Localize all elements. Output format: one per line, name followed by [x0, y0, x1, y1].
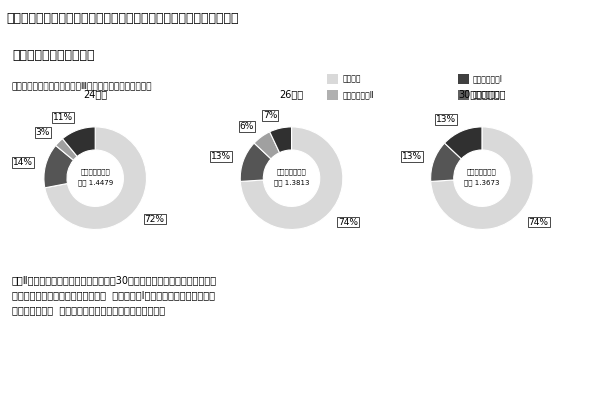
Text: 13%: 13%: [402, 152, 422, 161]
Text: 暫定調整係数: 暫定調整係数: [473, 91, 501, 100]
Text: 6%: 6%: [239, 122, 254, 131]
Text: 11%: 11%: [54, 113, 73, 122]
Text: 医療機関別係数: 医療機関別係数: [80, 169, 110, 175]
Text: 機能評価係数Ⅱ: 機能評価係数Ⅱ: [342, 91, 374, 100]
Text: 【医療機関別係数の内訳】（Ⅲ群の某病院の実績による）: 【医療機関別係数の内訳】（Ⅲ群の某病院の実績による）: [12, 81, 152, 90]
Wedge shape: [254, 132, 280, 159]
Text: 13%: 13%: [436, 115, 456, 124]
Text: 30年度（推計）: 30年度（推計）: [458, 89, 506, 99]
Wedge shape: [240, 127, 343, 230]
Wedge shape: [431, 143, 461, 181]
Wedge shape: [240, 143, 271, 181]
Text: 13%: 13%: [211, 152, 231, 161]
Wedge shape: [444, 127, 482, 159]
Wedge shape: [56, 139, 77, 160]
Text: 74%: 74%: [339, 217, 358, 226]
Text: 医療機関別係数: 医療機関別係数: [467, 169, 497, 175]
Text: 合計 1.3673: 合計 1.3673: [464, 179, 500, 185]
Text: 3%: 3%: [36, 128, 50, 137]
Text: 図６－２　ある病院の収入にもたらす基礎係数と機能評価係数の影響: 図６－２ ある病院の収入にもたらす基礎係数と機能評価係数の影響: [6, 12, 239, 25]
Wedge shape: [45, 127, 146, 230]
Wedge shape: [431, 127, 533, 230]
Wedge shape: [62, 127, 95, 156]
Text: 74%: 74%: [529, 217, 549, 226]
Text: 基礎係数: 基礎係数: [342, 75, 361, 83]
Text: 7%: 7%: [263, 111, 277, 120]
Wedge shape: [44, 145, 73, 188]
Text: 合計 1.3813: 合計 1.3813: [274, 179, 309, 185]
Text: 医療機関別係数: 医療機関別係数: [277, 169, 306, 175]
Text: 係数Ⅱ（パフォーマンスの評価）は平成30年度までに暫定調整係数（出来高
請求分の担保）と一本化するものの  比率は係数Ⅰ（ストラクチャーの評価）
と同程度であり: 係数Ⅱ（パフォーマンスの評価）は平成30年度までに暫定調整係数（出来高 請求分の…: [12, 275, 217, 315]
Text: 72%: 72%: [145, 215, 165, 224]
Text: 機能評価係数Ⅰ: 機能評価係数Ⅰ: [473, 75, 503, 83]
Text: 合計 1.4479: 合計 1.4479: [77, 179, 113, 185]
Wedge shape: [270, 127, 292, 153]
Text: 基礎係数と機能評価係数: 基礎係数と機能評価係数: [12, 49, 95, 62]
Text: 26年度: 26年度: [280, 89, 303, 99]
Text: 24年度: 24年度: [83, 89, 107, 99]
Text: 14%: 14%: [13, 158, 33, 167]
